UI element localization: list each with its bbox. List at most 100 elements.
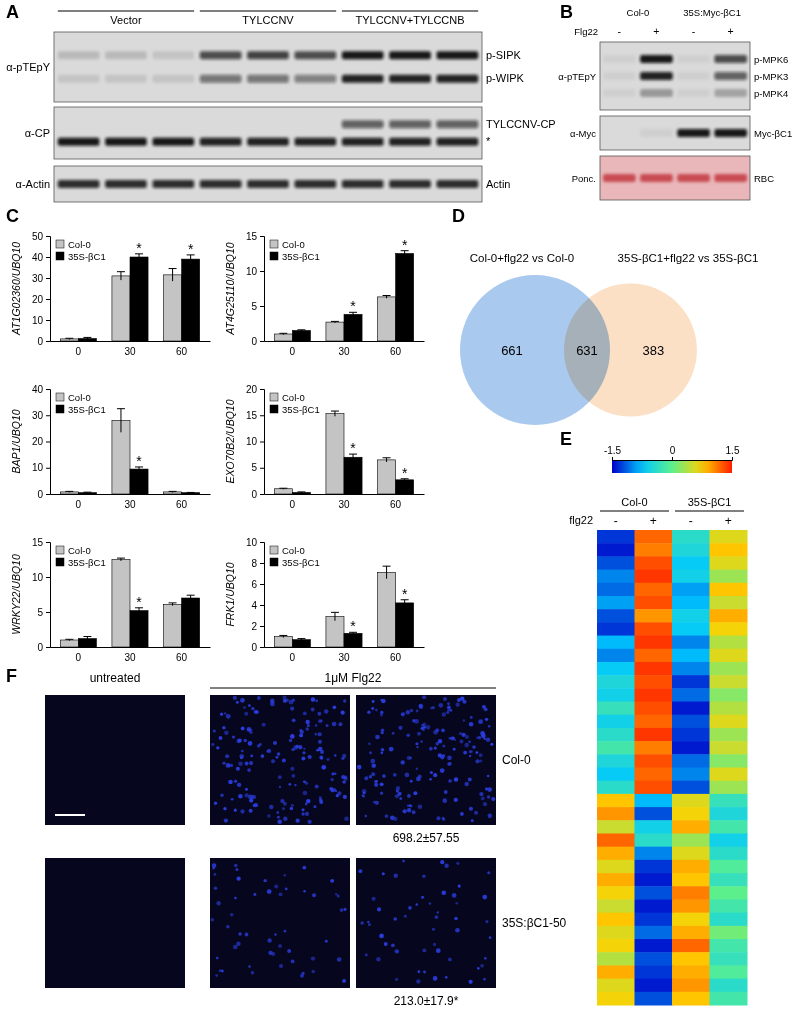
bar (378, 460, 396, 494)
tick-label: 60 (390, 499, 402, 510)
callose-spot (487, 871, 490, 874)
blot-band (295, 120, 337, 128)
callose-spot (408, 906, 412, 910)
heatmap-cell (672, 702, 710, 716)
blot-band (152, 180, 194, 188)
callose-spot (490, 743, 493, 746)
callose-spot (331, 778, 334, 781)
legend-label: 35S-βC1 (282, 404, 320, 415)
callose-spot (429, 778, 432, 781)
heatmap-cell (635, 702, 673, 716)
y-tick: 0 (251, 642, 264, 653)
callose-spot (320, 720, 323, 723)
micrograph-background (45, 858, 185, 988)
error-bar (65, 338, 73, 339)
callose-spot (311, 970, 315, 974)
legend-swatch (270, 252, 278, 260)
heatmap-cell (672, 556, 710, 570)
callose-spot (364, 776, 368, 780)
heatmap-cell (597, 688, 635, 702)
callose-spot (376, 957, 380, 961)
callose-spot (382, 872, 385, 875)
x-tick: 0 (76, 647, 82, 663)
callose-spot (368, 743, 371, 746)
callose-spot (372, 700, 375, 703)
blot-band (603, 174, 636, 182)
callose-spot (448, 779, 452, 783)
micrograph-background (210, 695, 350, 825)
micrograph-background (45, 695, 185, 825)
callose-spot (373, 764, 376, 767)
callose-spot (377, 907, 381, 911)
callose-spot (230, 913, 234, 917)
callose-spot (255, 710, 259, 714)
callose-spot (245, 762, 249, 766)
panel-label: A (6, 2, 19, 22)
heatmap-cell (710, 609, 748, 623)
heatmap-cell (597, 939, 635, 953)
callose-spot (214, 873, 217, 876)
tick-label: 30 (338, 499, 350, 510)
blot-membrane (600, 156, 750, 200)
callose-spot (238, 932, 241, 935)
callose-spot (320, 756, 323, 759)
colorbar (612, 460, 732, 473)
callose-spot (365, 815, 367, 817)
y-axis: 05101520 (246, 384, 265, 500)
heatmap-cell (710, 543, 748, 557)
heatmap-cell (710, 675, 748, 689)
callose-spot (469, 807, 473, 811)
callose-spot (432, 928, 435, 931)
heatmap-cell (710, 899, 748, 913)
x-tick: 30 (338, 341, 350, 357)
significance: * (402, 586, 408, 602)
callose-spot (420, 740, 423, 743)
callose-spot (214, 886, 218, 890)
callose-spot (382, 774, 386, 778)
callose-spot (225, 754, 229, 758)
band-label: p-MPK6 (754, 54, 788, 65)
heatmap-cell (710, 728, 748, 742)
heatmap-cell (710, 649, 748, 663)
callose-spot (448, 762, 451, 765)
y-axis-title: WRKY22/UBQ10 (10, 554, 22, 635)
heatmap-cell (597, 781, 635, 795)
callose-spot (231, 798, 234, 801)
blot-band (389, 138, 431, 146)
blot-band (105, 51, 147, 59)
callose-spot (379, 934, 384, 939)
x-tick: 60 (390, 341, 402, 357)
antibody-label: α-Myc (570, 128, 596, 139)
tick-label: 15 (246, 231, 258, 242)
callose-spot (407, 804, 410, 807)
bar (292, 640, 310, 647)
band-label: p-MPK4 (754, 88, 788, 99)
blot-band (677, 89, 710, 97)
tick-label: 10 (246, 537, 258, 548)
heatmap-cell (672, 886, 710, 900)
heatmap-cell (597, 649, 635, 663)
heatmap-cell (597, 899, 635, 913)
callose-spot (210, 918, 214, 922)
callose-spot (385, 814, 389, 818)
callose-spot (417, 970, 420, 973)
callose-spot (444, 863, 448, 867)
heatmap-cell (635, 636, 673, 650)
callose-spot (241, 750, 244, 753)
callose-spot (442, 798, 447, 803)
y-tick: 40 (32, 252, 50, 263)
x-tick: 30 (124, 341, 136, 357)
y-tick: 30 (32, 273, 50, 284)
band-label: TYLCCNV-CP (486, 118, 556, 130)
venn (460, 275, 697, 425)
column-label: - (689, 514, 693, 528)
bar (326, 617, 344, 647)
callose-spot (438, 703, 443, 708)
x-axis-title: flg22 (569, 514, 593, 526)
y-tick: 0 (37, 642, 50, 653)
callose-spot (370, 759, 375, 764)
micrograph (45, 858, 185, 988)
treatment-label: Flg22 (574, 26, 598, 37)
callose-spot (476, 736, 479, 739)
callose-spot (243, 706, 246, 709)
